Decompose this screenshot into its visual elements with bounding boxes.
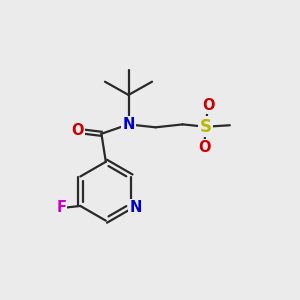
Text: O: O xyxy=(71,123,83,138)
Text: F: F xyxy=(56,200,66,215)
Text: N: N xyxy=(122,117,135,132)
Text: S: S xyxy=(200,118,212,136)
Text: O: O xyxy=(198,140,210,155)
Text: N: N xyxy=(130,200,142,215)
Text: O: O xyxy=(202,98,214,113)
